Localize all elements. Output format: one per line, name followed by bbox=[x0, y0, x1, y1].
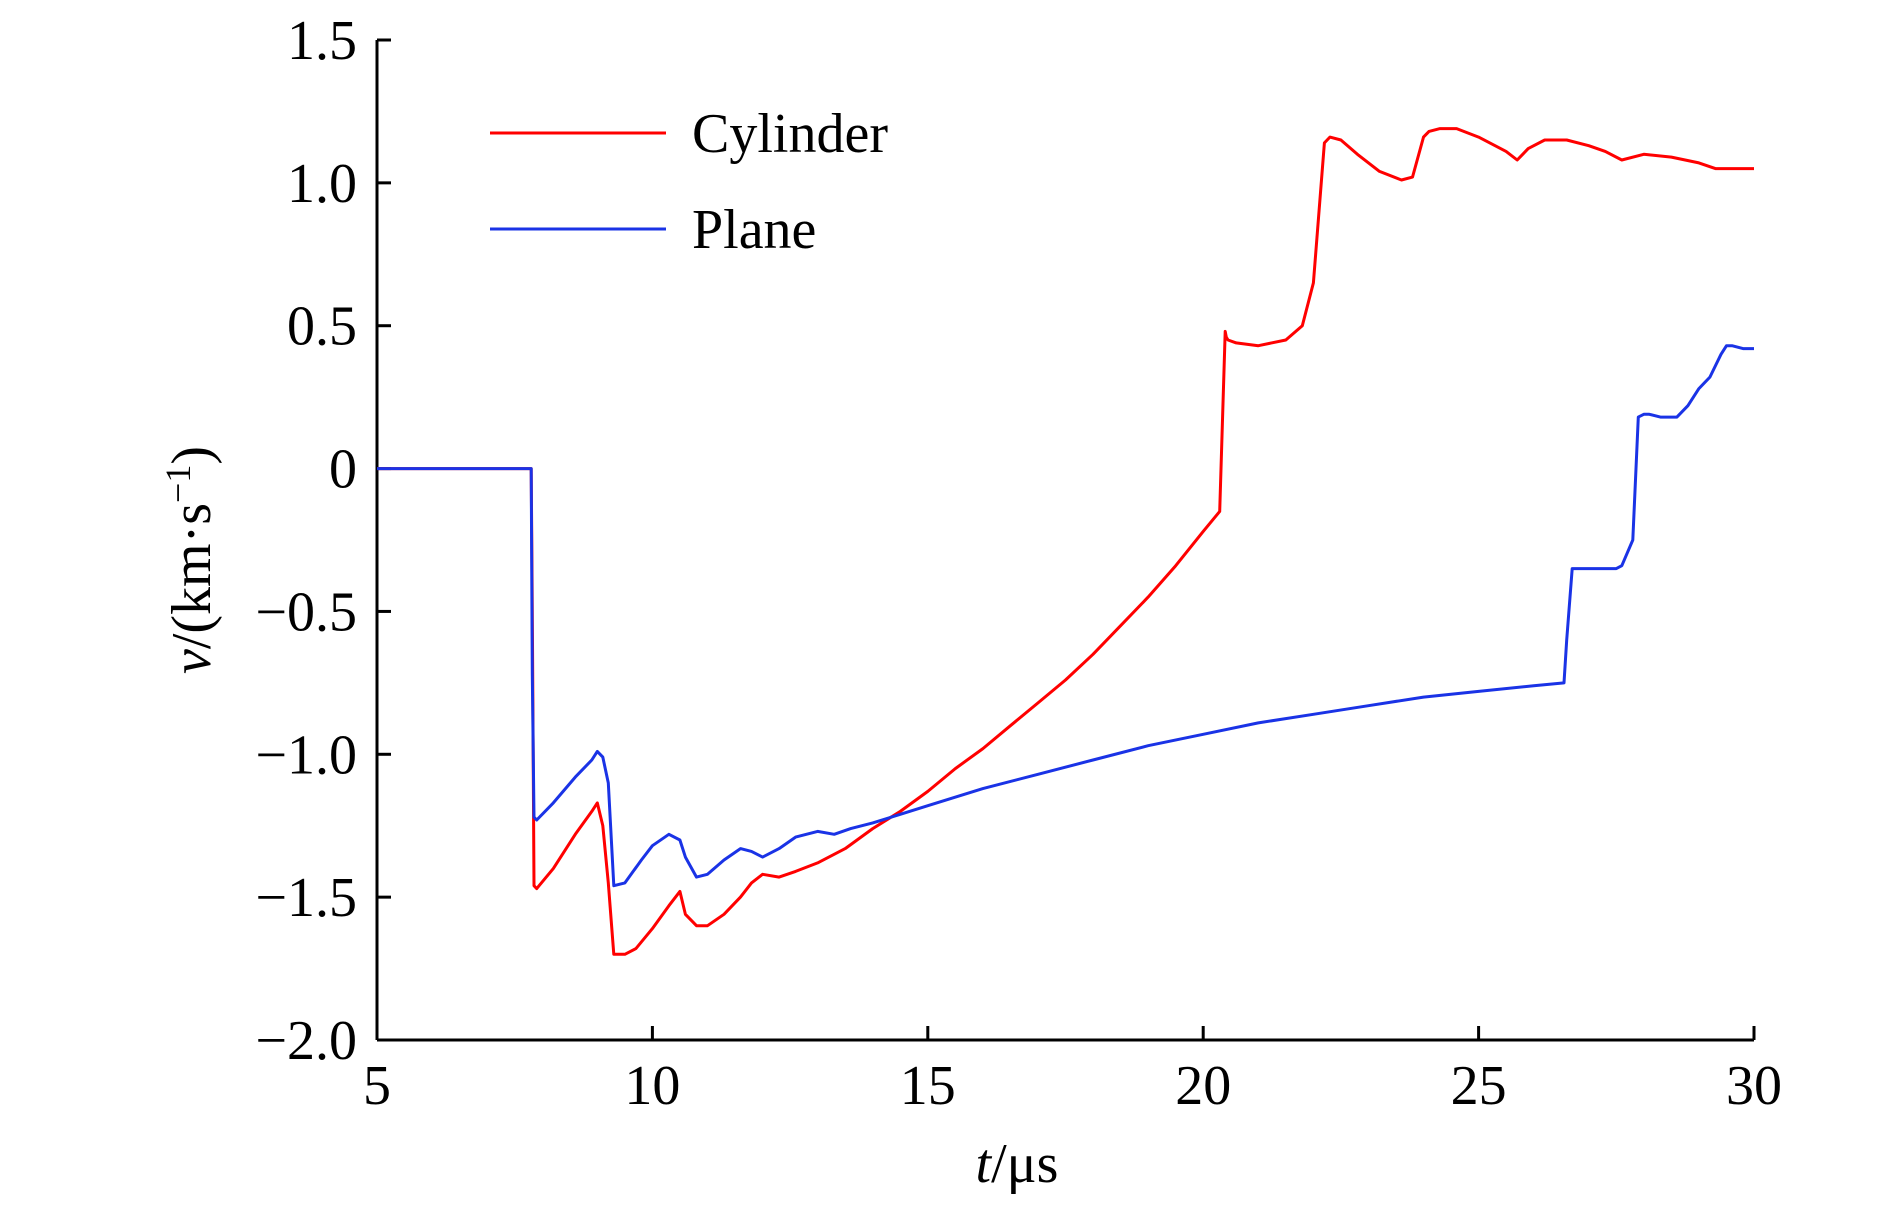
legend-label-plane: Plane bbox=[692, 199, 816, 261]
y-tick-label: 1.0 bbox=[287, 153, 357, 215]
y-axis-title: v/(km·s−1) bbox=[158, 446, 223, 674]
y-axis-unit-sup: −1 bbox=[158, 465, 198, 503]
x-axis-unit: /μs bbox=[991, 1133, 1058, 1195]
legend-label-cylinder: Cylinder bbox=[692, 103, 888, 165]
x-tick-label: 20 bbox=[1175, 1055, 1231, 1117]
y-tick-label: −2.0 bbox=[255, 1010, 357, 1072]
series-line-cylinder bbox=[377, 127, 1754, 956]
y-tick-label: 0 bbox=[329, 439, 357, 501]
x-tick-label: 25 bbox=[1451, 1055, 1507, 1117]
y-axis-var: v bbox=[161, 649, 223, 674]
x-tick-label: 30 bbox=[1726, 1055, 1782, 1117]
x-axis-title: t/μs bbox=[976, 1133, 1059, 1195]
y-ticks: −2.0 −1.5 −1.0 −0.5 0 0.5 1.0 1.5 bbox=[255, 10, 391, 1072]
legend: Cylinder Plane bbox=[490, 103, 888, 261]
y-tick-label: −1.0 bbox=[255, 724, 357, 786]
x-axis-var: t bbox=[976, 1133, 993, 1195]
y-axis-unit-close: ) bbox=[161, 446, 223, 465]
y-tick-label: −0.5 bbox=[255, 581, 357, 643]
series-line-plane bbox=[377, 344, 1754, 888]
y-axis-unit: /(km·s bbox=[161, 503, 223, 649]
x-ticks: 5 10 15 20 25 30 bbox=[363, 1026, 1782, 1117]
axes bbox=[375, 40, 1754, 1042]
y-tick-label: 1.5 bbox=[287, 10, 357, 72]
y-tick-label: 0.5 bbox=[287, 296, 357, 358]
x-tick-label: 15 bbox=[900, 1055, 956, 1117]
series-layer bbox=[377, 127, 1754, 956]
x-tick-label: 10 bbox=[624, 1055, 680, 1117]
y-tick-label: −1.5 bbox=[255, 867, 357, 929]
x-tick-label: 5 bbox=[363, 1055, 391, 1117]
